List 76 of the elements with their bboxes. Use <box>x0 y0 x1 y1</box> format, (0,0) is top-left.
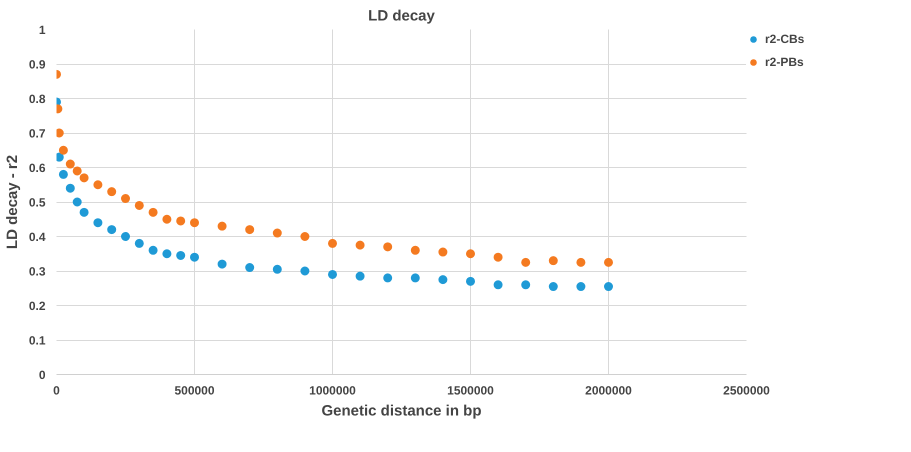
y-tick-label: 0.9 <box>28 58 46 72</box>
point <box>72 166 82 176</box>
point <box>72 198 82 206</box>
y-tick-label: 0.5 <box>28 196 46 210</box>
x-tick-label: 2000000 <box>585 384 632 398</box>
point <box>521 280 530 290</box>
point <box>576 282 586 292</box>
x-tick-label: 0 <box>53 384 60 398</box>
point <box>121 194 130 204</box>
point <box>328 270 337 279</box>
x-tick-label: 1000000 <box>309 384 356 398</box>
point <box>466 249 475 258</box>
chart-title: LD decay <box>368 8 436 24</box>
point <box>548 256 558 266</box>
point <box>521 258 530 267</box>
point <box>162 214 172 224</box>
point <box>245 225 254 234</box>
point <box>576 258 586 267</box>
point <box>356 240 365 250</box>
point <box>93 180 102 190</box>
y-tick-label: 0.2 <box>28 299 46 313</box>
y-tick-label: 1 <box>38 23 46 37</box>
x-tick-label: 500000 <box>174 384 215 398</box>
point <box>494 280 503 290</box>
y-tick-label: 0.6 <box>28 161 46 175</box>
point <box>190 218 199 228</box>
y-tick-label: 0.3 <box>28 264 46 278</box>
point <box>383 273 392 282</box>
point <box>438 275 448 284</box>
point <box>107 225 116 234</box>
point <box>548 282 558 292</box>
point <box>438 248 448 257</box>
point <box>58 170 68 179</box>
point <box>383 242 392 252</box>
point <box>80 173 89 182</box>
point <box>162 249 172 258</box>
point <box>190 252 199 262</box>
x-tick-label: 1500000 <box>447 384 494 398</box>
point <box>410 273 420 282</box>
point <box>148 208 158 217</box>
point <box>466 276 475 286</box>
point <box>121 232 130 241</box>
y-tick-label: 0.7 <box>28 126 46 140</box>
point <box>80 208 89 217</box>
point <box>300 266 310 276</box>
y-axis-title: LD decay - r2 <box>4 154 21 250</box>
point <box>218 260 227 269</box>
y-tick-label: 0.8 <box>28 92 46 106</box>
point <box>300 232 310 241</box>
point <box>245 263 254 272</box>
point <box>134 200 144 210</box>
point <box>356 272 365 281</box>
legend-label: r2-CBs <box>765 32 806 46</box>
point <box>134 238 144 248</box>
point <box>218 222 227 231</box>
legend-label: r2-PBs <box>765 55 805 69</box>
point <box>66 160 75 169</box>
point <box>410 246 420 255</box>
y-tick-label: 0.1 <box>28 334 46 348</box>
point <box>604 282 613 292</box>
point <box>148 246 158 255</box>
y-tick-label: 0 <box>38 368 46 382</box>
x-axis-title: Genetic distance in bp <box>321 402 482 420</box>
point <box>107 187 116 196</box>
y-tick-label: 0.4 <box>28 230 46 244</box>
point <box>272 228 282 238</box>
x-tick-label: 2500000 <box>723 384 770 398</box>
point <box>494 252 503 262</box>
point <box>176 250 186 260</box>
point <box>58 146 68 155</box>
point <box>328 238 337 248</box>
point <box>272 264 282 274</box>
point <box>66 184 75 193</box>
point <box>604 258 613 267</box>
point <box>176 216 186 226</box>
point <box>93 218 102 228</box>
